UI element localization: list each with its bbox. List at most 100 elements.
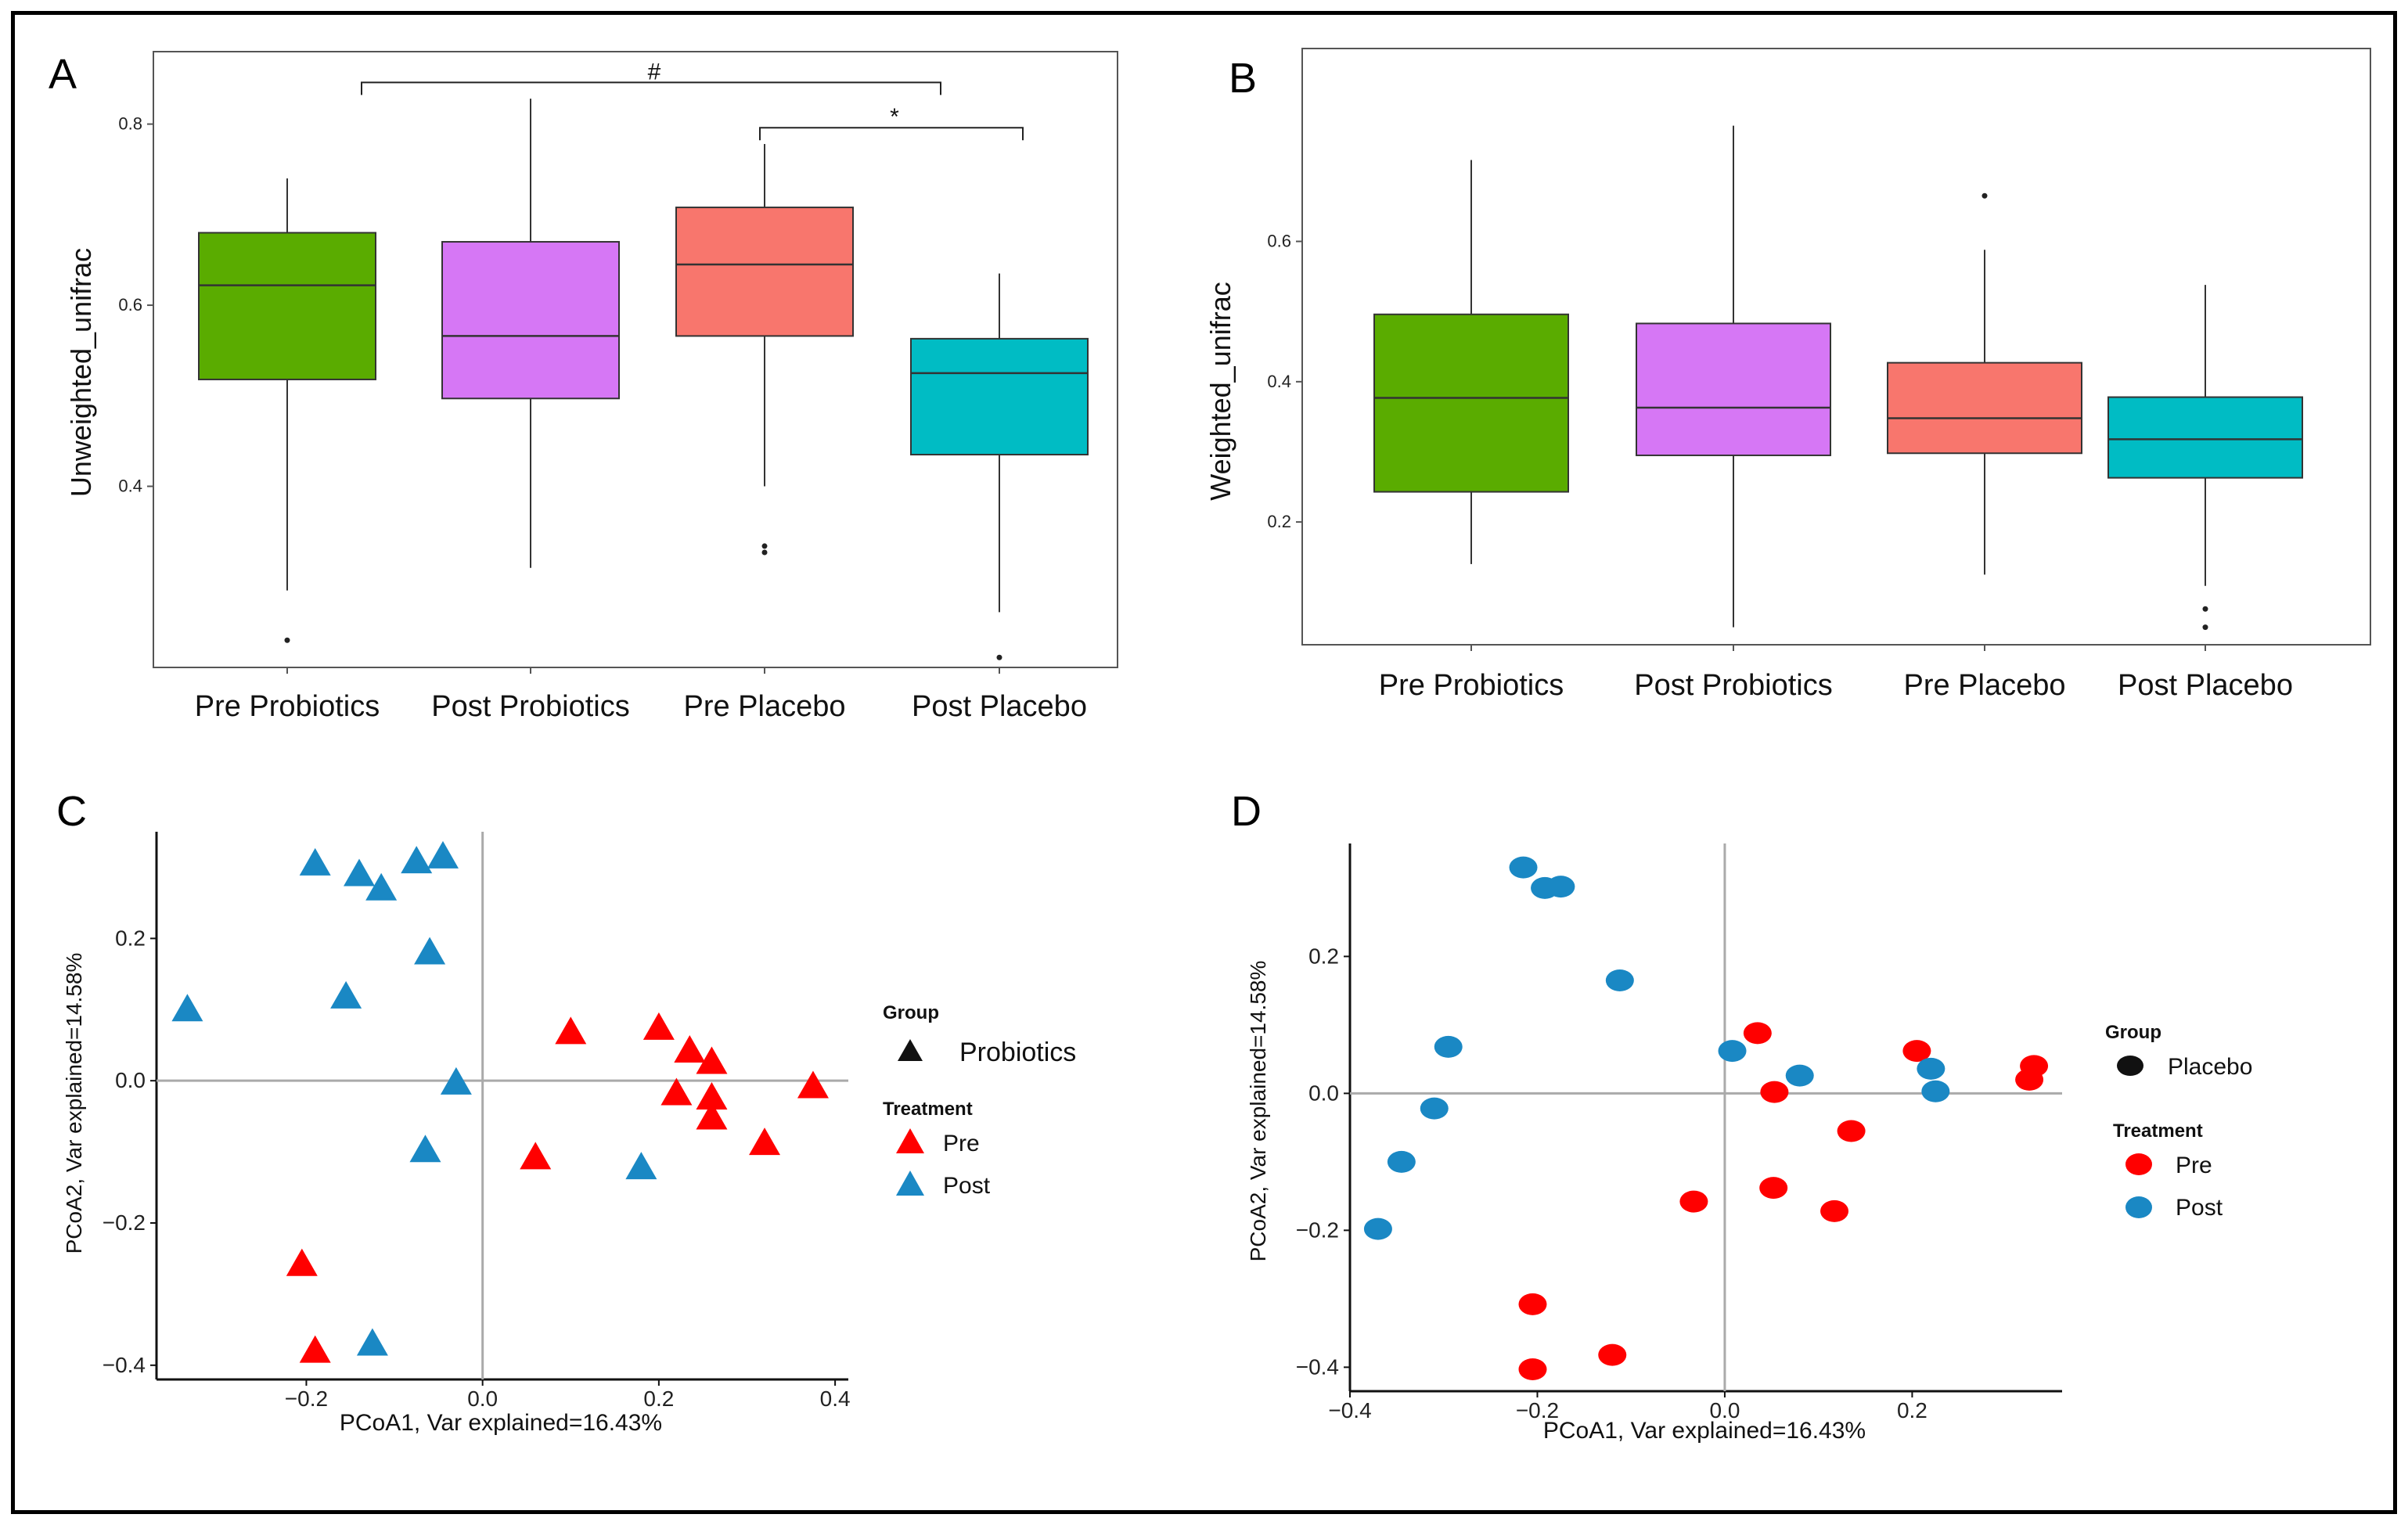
panel-a-letter: A <box>49 51 77 98</box>
point-post <box>1785 1064 1814 1087</box>
outlier-point <box>761 549 768 556</box>
point-post <box>1546 876 1575 898</box>
point-post <box>1434 1035 1463 1058</box>
x-category-label: Pre Probiotics <box>195 690 380 723</box>
panel-c-letter: C <box>56 788 87 835</box>
x-tick-label: 0.2 <box>643 1387 674 1411</box>
point-pre <box>1518 1293 1547 1315</box>
panel-d-legend-group-marker <box>2117 1056 2143 1076</box>
point-post <box>299 847 331 876</box>
panel-d-letter: D <box>1231 788 1262 835</box>
point-pre <box>696 1102 728 1130</box>
panel-d-x-axis-title: PCoA1, Var explained=16.43% <box>1543 1418 1866 1444</box>
point-pre <box>520 1142 552 1170</box>
panel-c-legend-treatment-title: Treatment <box>883 1099 973 1120</box>
box-pre-probiotics <box>198 232 376 380</box>
x-tick-label: −0.2 <box>285 1387 328 1411</box>
x-category-label: Post Placebo <box>912 690 1087 723</box>
point-post <box>1921 1080 1950 1102</box>
panel-c-legend-post-marker <box>896 1171 924 1196</box>
point-post <box>330 980 362 1009</box>
panel-c-scatter: C PCoA2, Var explained=14.58% PCoA1, Var… <box>56 788 1076 1436</box>
figure-border <box>11 11 2397 1514</box>
point-post <box>1605 969 1634 991</box>
x-category-label: Post Probiotics <box>1634 669 1832 702</box>
point-post <box>365 872 398 901</box>
significance-bracket <box>759 127 1024 141</box>
panel-b-y-axis-title: Weighted_unifrac <box>1204 282 1236 501</box>
plot-area-frame <box>1301 48 2371 646</box>
point-pre <box>674 1035 706 1063</box>
panel-b-boxplot: B Weighted_unifrac 0.2 0.4 0.6 Pre Probioti… <box>1204 48 2371 702</box>
point-pre <box>1518 1358 1547 1380</box>
y-tick-label: 0.2 <box>1267 512 1291 531</box>
panel-c-legend-pre-label: Pre <box>943 1131 980 1156</box>
point-pre <box>2015 1068 2044 1091</box>
x-category-label: Post Placebo <box>2118 669 2293 702</box>
point-pre <box>642 1012 675 1040</box>
outlier-point <box>761 543 768 549</box>
significance-label: * <box>890 104 899 130</box>
panel-c-legend-group-marker <box>898 1039 923 1061</box>
panel-c-y-axis-title: PCoA2, Var explained=14.58% <box>62 953 86 1254</box>
significance-bracket <box>361 81 941 95</box>
outlier-point <box>2202 624 2208 631</box>
point-pre <box>1743 1022 1772 1045</box>
y-tick-label: −0.2 <box>103 1210 146 1235</box>
point-pre <box>299 1335 331 1363</box>
point-post <box>356 1328 388 1356</box>
outlier-point <box>2202 606 2208 612</box>
point-pre <box>696 1046 728 1074</box>
point-post <box>1420 1097 1449 1120</box>
x-tick-label: 0.0 <box>467 1387 498 1411</box>
point-pre <box>797 1070 829 1099</box>
y-tick-label: 0.0 <box>1308 1081 1339 1105</box>
panel-d-legend-pre-label: Pre <box>2176 1153 2212 1178</box>
box-pre-placebo <box>1887 361 2082 455</box>
panel-c-legend-group-title: Group <box>883 1002 939 1023</box>
box-pre-placebo <box>675 207 854 337</box>
point-pre <box>1820 1199 1849 1222</box>
point-post <box>440 1066 472 1095</box>
outlier-point <box>1981 192 1988 199</box>
point-pre <box>1902 1040 1931 1063</box>
panel-d-legend-group-label: Placebo <box>2168 1054 2252 1080</box>
y-tick-label: −0.4 <box>1296 1354 1339 1379</box>
panel-a-y-axis-title: Unweighted_unifrac <box>65 248 97 497</box>
outlier-point <box>284 637 290 643</box>
y-tick-label: 0.4 <box>1267 372 1291 391</box>
x-tick-label: 0.2 <box>1897 1398 1927 1422</box>
point-post <box>625 1152 657 1180</box>
point-pre <box>660 1077 693 1106</box>
outlier-point <box>996 654 1002 660</box>
point-post <box>171 994 203 1022</box>
panel-c-x-axis-title: PCoA1, Var explained=16.43% <box>340 1410 662 1436</box>
point-post <box>1718 1040 1747 1063</box>
plot-area-frame <box>153 51 1118 668</box>
panel-c-legend-pre-marker <box>896 1128 924 1153</box>
point-pre <box>1679 1190 1708 1213</box>
y-tick-label: −0.2 <box>1296 1217 1339 1242</box>
y-tick-label: 0.6 <box>118 295 142 315</box>
point-post <box>1363 1217 1392 1240</box>
point-pre <box>1598 1343 1627 1366</box>
x-category-label: Pre Probiotics <box>1379 669 1564 702</box>
box-post-probiotics <box>441 241 620 400</box>
x-tick-label: −0.4 <box>1328 1398 1371 1422</box>
x-category-label: Post Probiotics <box>431 690 629 723</box>
box-pre-probiotics <box>1373 313 1569 493</box>
point-pre <box>1837 1120 1866 1142</box>
significance-label: # <box>648 59 661 85</box>
panel-d-legend-post-label: Post <box>2176 1195 2223 1221</box>
box-post-probiotics <box>1636 322 1831 456</box>
x-tick-label: 0.0 <box>1709 1398 1740 1422</box>
y-tick-label: −0.4 <box>103 1353 146 1377</box>
y-tick-label: 0.0 <box>115 1068 146 1092</box>
y-tick-label: 0.8 <box>118 114 142 134</box>
panel-a-boxplot: A Unweighted_unifrac 0.4 0.6 0.8 Pre Probio… <box>49 51 1118 723</box>
point-pre <box>1760 1081 1789 1103</box>
point-pre <box>286 1248 318 1276</box>
panel-d-legend-pre-marker <box>2125 1153 2152 1175</box>
x-category-label: Pre Placebo <box>683 690 845 723</box>
